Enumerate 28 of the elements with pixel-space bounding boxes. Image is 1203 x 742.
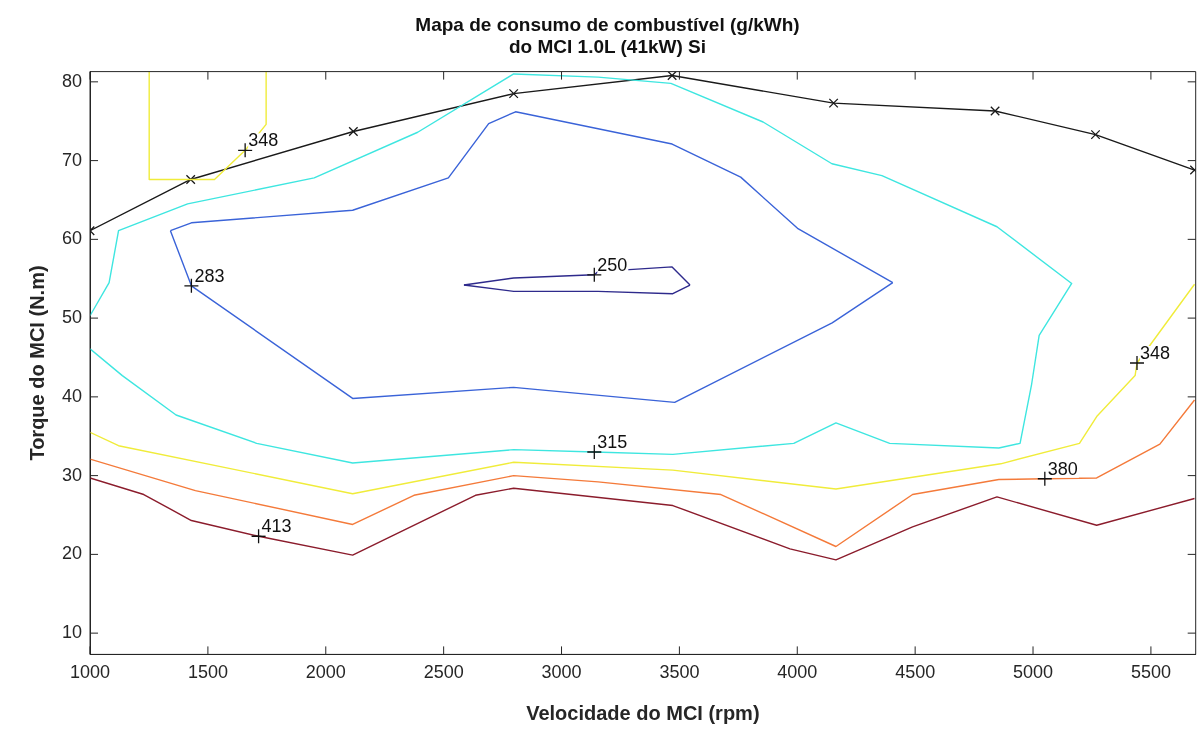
x-tick-label: 3000 bbox=[541, 662, 582, 683]
y-tick-label: 10 bbox=[61, 622, 83, 643]
x-tick-label: 2000 bbox=[305, 662, 346, 683]
y-axis-title: Torque do MCI (N.m) bbox=[25, 265, 48, 461]
x-tick-label: 1000 bbox=[70, 662, 111, 683]
y-tick-label: 20 bbox=[61, 543, 83, 564]
annotation: 413 bbox=[261, 516, 292, 537]
x-tick-label: 1500 bbox=[187, 662, 228, 683]
chart-title: Mapa de consumo de combustível (g/kWh) do MCI 1.0L (41kW) Si bbox=[415, 13, 800, 58]
y-tick-label: 60 bbox=[61, 228, 83, 249]
annotation: 348 bbox=[248, 130, 279, 151]
annotation: 380 bbox=[1047, 458, 1078, 479]
x-tick-label: 5500 bbox=[1130, 662, 1171, 683]
y-tick-label: 70 bbox=[61, 149, 83, 170]
y-tick-label: 80 bbox=[61, 70, 83, 91]
y-tick-label: 30 bbox=[61, 464, 83, 485]
x-tick-label: 5000 bbox=[1013, 662, 1054, 683]
annotation: 250 bbox=[597, 254, 628, 275]
y-tick-label: 50 bbox=[61, 307, 83, 328]
x-tick-label: 2500 bbox=[423, 662, 464, 683]
annotation: 348 bbox=[1140, 342, 1171, 363]
x-axis-title: Velocidade do MCI (rpm) bbox=[526, 701, 760, 724]
annotation: 283 bbox=[194, 265, 225, 286]
x-tick-label: 4000 bbox=[777, 662, 818, 683]
y-tick-label: 40 bbox=[61, 385, 83, 406]
annotation: 315 bbox=[597, 431, 628, 452]
x-tick-label: 4500 bbox=[895, 662, 936, 683]
x-tick-label: 3500 bbox=[659, 662, 700, 683]
